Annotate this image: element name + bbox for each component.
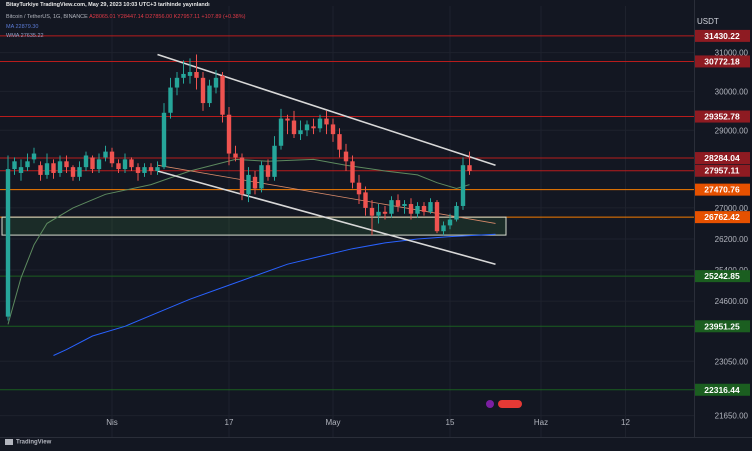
wma-line [7,158,470,325]
candle-body [12,161,17,170]
candle-body [272,145,277,177]
candle-body [155,167,160,172]
candle-body [460,165,466,206]
candle-body [441,225,446,232]
candle-body [298,130,303,135]
candle-body [337,134,342,150]
wma-legend[interactable]: WMA 27635.22 [6,33,44,40]
candle-body [70,167,76,177]
ma-value: 22879.30 [15,24,39,30]
candle-body [233,153,238,158]
candle-body [18,167,24,173]
candle-body [421,205,427,212]
candle-body [38,165,43,175]
channel-middle-line[interactable] [157,164,496,224]
candle-body [122,159,128,170]
candles [5,54,472,321]
candle-body [356,182,362,195]
candle-body [77,167,82,177]
candle-body [220,75,225,115]
candle-body [350,161,355,183]
ma-line [53,233,496,356]
candle-body [259,165,264,189]
candle-body [291,120,297,135]
price-axis[interactable] [694,0,752,437]
candle-body [90,157,95,170]
candle-body [363,192,368,208]
candle-body [376,211,381,216]
publish-attribution: BitayTurkiye TradingView.com, May 29, 20… [6,2,210,8]
candle-body [252,176,258,189]
candle-body [330,124,336,135]
candle-body [454,205,459,220]
candle-body [278,118,284,146]
candle-body [200,77,206,104]
tradingview-brand[interactable]: TradingView [5,439,51,446]
candle-body [382,211,388,214]
symbol-info: Bitcoin / TetherUS, 1G, BINANCE A28065.0… [6,14,245,21]
footer-bar [0,437,752,451]
candle-body [408,204,414,214]
candle-body [116,163,121,170]
candle-body [51,163,56,173]
candle-body [135,167,141,173]
candle-body [174,77,180,88]
ma-legend[interactable]: MA 22879.30 [6,24,38,31]
candle-body [415,205,420,214]
candle-body [142,167,147,173]
candle-body [5,169,11,317]
tradingview-logo-icon [5,439,13,445]
candle-body [44,163,50,175]
wma-value: 27635.22 [20,33,44,39]
channel-lower-line[interactable] [157,170,496,265]
candle-body [434,202,440,232]
ma-label: MA [6,24,14,30]
candle-body [467,165,472,172]
candle-body [311,126,316,129]
candle-body [181,73,186,78]
candle-body [96,159,102,170]
brand-text: TradingView [16,439,52,446]
candle-body [194,72,199,78]
candle-body [343,151,349,162]
support-zone[interactable] [1,216,507,236]
candle-body [226,114,232,154]
candle-body [324,118,329,125]
symbol-name: Bitcoin / TetherUS, 1G, BINANCE [6,14,88,20]
horizontal-levels[interactable] [0,35,694,391]
candle-body [25,161,30,168]
candle-body [395,200,401,206]
candle-body [64,161,69,168]
ohlc-values: A28065.01 Y28447.14 D27856.00 K27957.11 … [89,14,246,20]
candle-body [31,153,37,160]
candle-body [83,155,89,168]
candle-body [187,72,193,76]
candle-body [148,167,154,172]
support-zone-box[interactable] [1,216,507,236]
candle-body [213,77,219,88]
candle-body [428,202,433,212]
wma-label: WMA [6,33,20,39]
candle-body [285,118,290,121]
candle-body [161,112,167,168]
candle-body [304,124,310,131]
candle-body [246,174,251,195]
candle-body [103,151,108,158]
candle-body [129,159,134,168]
candle-body [265,165,271,177]
candle-body [168,87,173,113]
candle-body [109,151,115,164]
channel-upper-line[interactable] [157,53,496,166]
candle-body [239,157,245,195]
candle-body [207,85,212,104]
candle-body [57,161,63,173]
candle-body [317,118,323,129]
axis-currency-label: USDT [697,17,719,26]
candle-body [402,204,407,206]
candle-body [389,200,394,214]
candle-body [447,219,453,226]
candle-body [369,207,375,216]
